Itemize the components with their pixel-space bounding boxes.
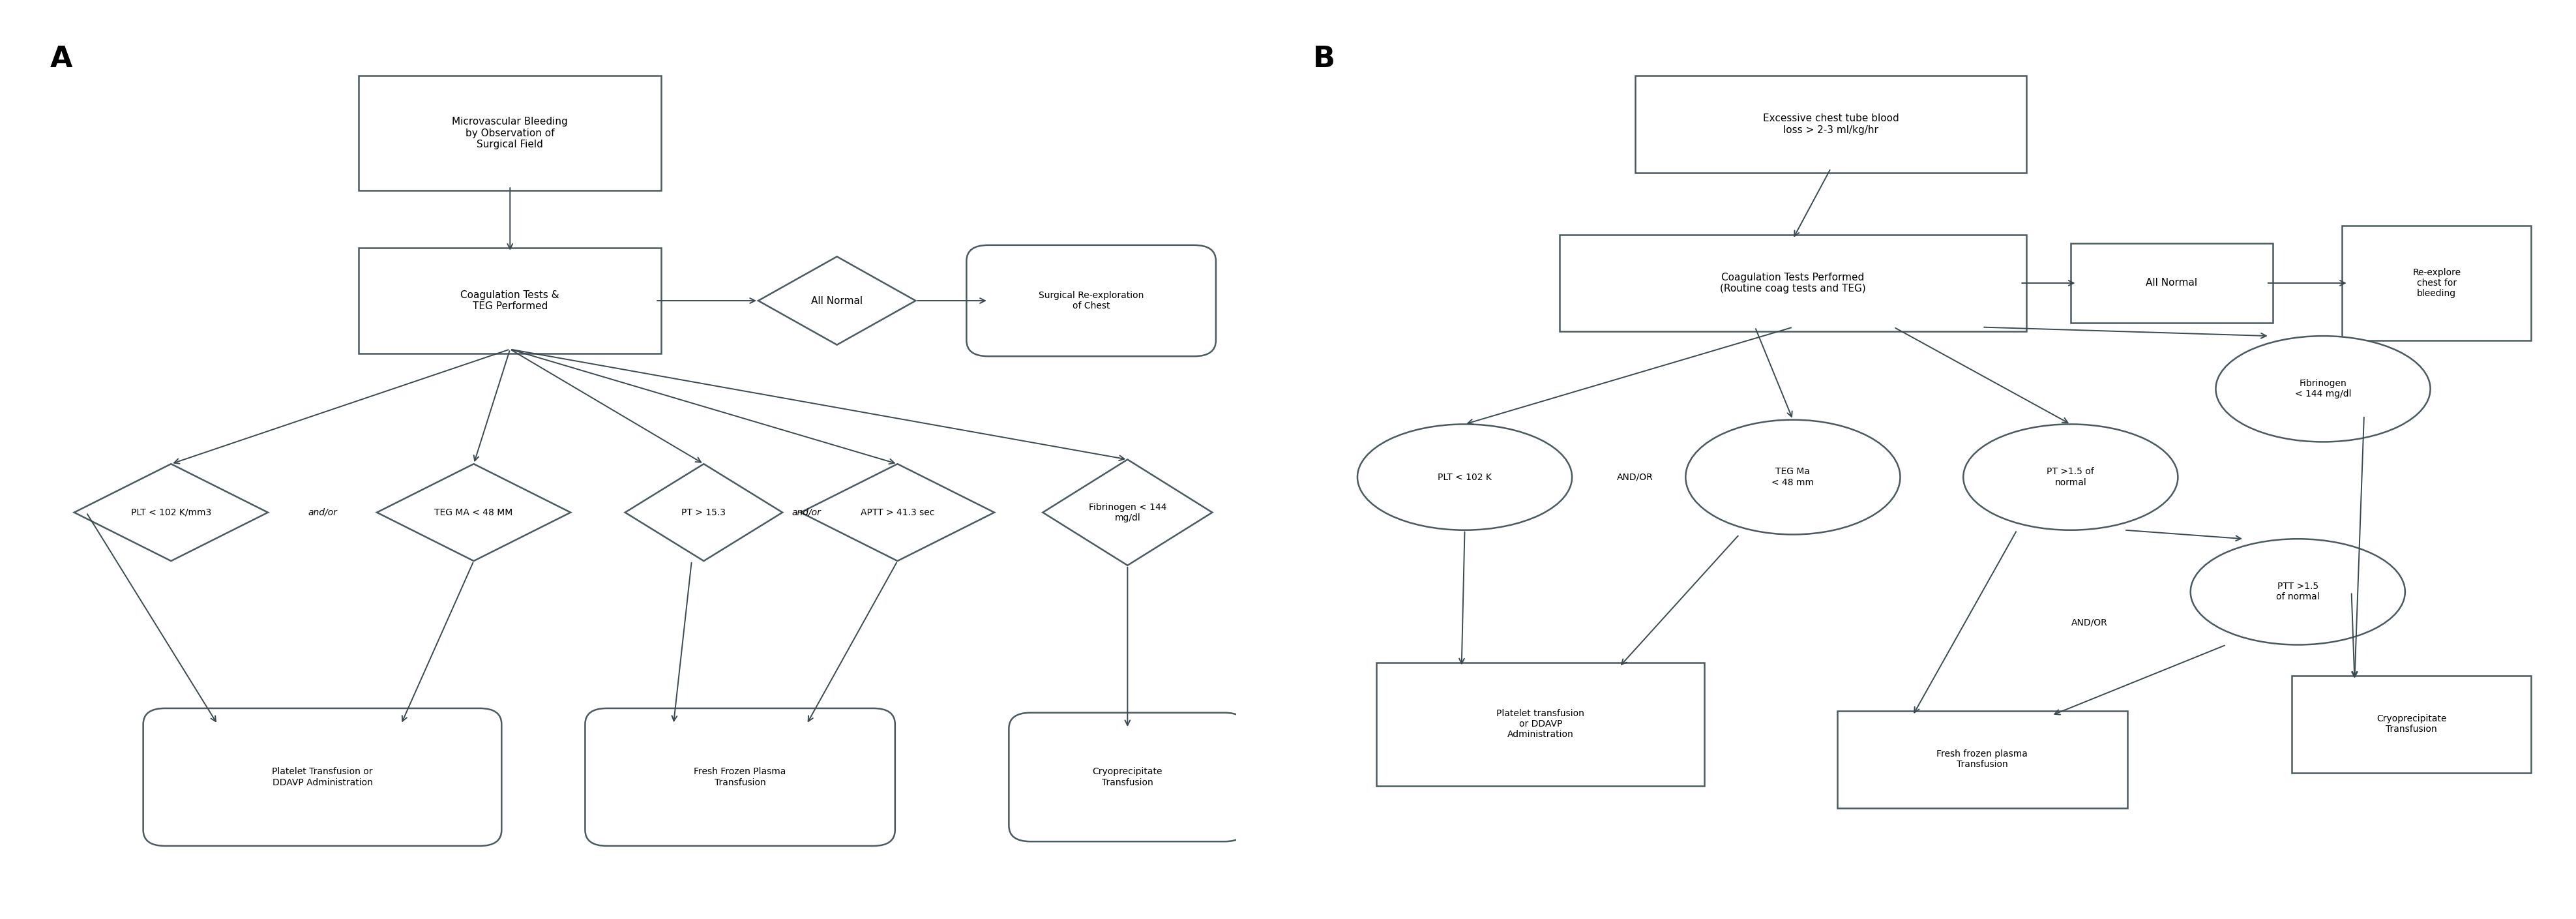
Text: Fresh frozen plasma
Transfusion: Fresh frozen plasma Transfusion: [1937, 750, 2027, 769]
FancyBboxPatch shape: [358, 75, 662, 190]
FancyBboxPatch shape: [2071, 244, 2272, 323]
FancyBboxPatch shape: [2342, 226, 2532, 340]
Text: Coagulation Tests &
TEG Performed: Coagulation Tests & TEG Performed: [461, 290, 559, 312]
Text: All Normal: All Normal: [811, 296, 863, 306]
Text: A: A: [49, 45, 72, 73]
Text: Platelet transfusion
or DDAVP
Administration: Platelet transfusion or DDAVP Administra…: [1497, 709, 1584, 739]
Ellipse shape: [2190, 539, 2406, 645]
Text: and/or: and/or: [791, 508, 822, 517]
FancyBboxPatch shape: [1376, 663, 1705, 786]
Text: PLT < 102 K/mm3: PLT < 102 K/mm3: [131, 508, 211, 517]
Text: and/or: and/or: [307, 508, 337, 517]
FancyBboxPatch shape: [358, 248, 662, 354]
Text: B: B: [1314, 45, 1334, 73]
Text: Fresh Frozen Plasma
Transfusion: Fresh Frozen Plasma Transfusion: [693, 767, 786, 787]
Text: PTT >1.5
of normal: PTT >1.5 of normal: [2277, 582, 2318, 602]
FancyBboxPatch shape: [585, 709, 894, 845]
Polygon shape: [757, 256, 914, 345]
Text: TEG MA < 48 MM: TEG MA < 48 MM: [435, 508, 513, 517]
Text: PT >1.5 of
normal: PT >1.5 of normal: [2048, 467, 2094, 487]
Ellipse shape: [1963, 425, 2177, 530]
Text: Coagulation Tests Performed
(Routine coag tests and TEG): Coagulation Tests Performed (Routine coa…: [1721, 273, 1865, 293]
Text: Cryoprecipitate
Transfusion: Cryoprecipitate Transfusion: [2375, 714, 2447, 734]
Text: Re-explore
chest for
bleeding: Re-explore chest for bleeding: [2414, 268, 2460, 298]
Text: AND/OR: AND/OR: [2071, 618, 2107, 628]
Text: PT > 15.3: PT > 15.3: [683, 508, 726, 517]
Polygon shape: [626, 464, 783, 561]
Text: Excessive chest tube blood
loss > 2-3 ml/kg/hr: Excessive chest tube blood loss > 2-3 ml…: [1762, 114, 1899, 135]
Text: Platelet Transfusion or
DDAVP Administration: Platelet Transfusion or DDAVP Administra…: [273, 767, 374, 787]
FancyBboxPatch shape: [1558, 234, 2027, 332]
Polygon shape: [376, 464, 572, 561]
Ellipse shape: [2215, 336, 2429, 442]
Polygon shape: [801, 464, 994, 561]
FancyBboxPatch shape: [966, 245, 1216, 357]
Polygon shape: [75, 464, 268, 561]
Text: PLT < 102 K: PLT < 102 K: [1437, 472, 1492, 482]
Ellipse shape: [1358, 425, 1571, 530]
Text: All Normal: All Normal: [2146, 278, 2197, 288]
Text: Surgical Re-exploration
of Chest: Surgical Re-exploration of Chest: [1038, 290, 1144, 311]
FancyBboxPatch shape: [144, 709, 502, 845]
Text: Cryoprecipitate
Transfusion: Cryoprecipitate Transfusion: [1092, 767, 1162, 787]
FancyBboxPatch shape: [1010, 713, 1247, 842]
FancyBboxPatch shape: [1837, 711, 2128, 808]
Text: APTT > 41.3 sec: APTT > 41.3 sec: [860, 508, 935, 517]
Text: Fibrinogen < 144
mg/dl: Fibrinogen < 144 mg/dl: [1090, 503, 1167, 522]
Text: TEG Ma
< 48 mm: TEG Ma < 48 mm: [1772, 467, 1814, 487]
Text: Microvascular Bleeding
by Observation of
Surgical Field: Microvascular Bleeding by Observation of…: [453, 117, 567, 149]
Text: Fibrinogen
< 144 mg/dl: Fibrinogen < 144 mg/dl: [2295, 379, 2352, 399]
Polygon shape: [1043, 459, 1213, 565]
FancyBboxPatch shape: [1636, 75, 2027, 173]
Ellipse shape: [1685, 420, 1901, 535]
FancyBboxPatch shape: [2293, 675, 2532, 773]
Text: AND/OR: AND/OR: [1618, 472, 1654, 482]
